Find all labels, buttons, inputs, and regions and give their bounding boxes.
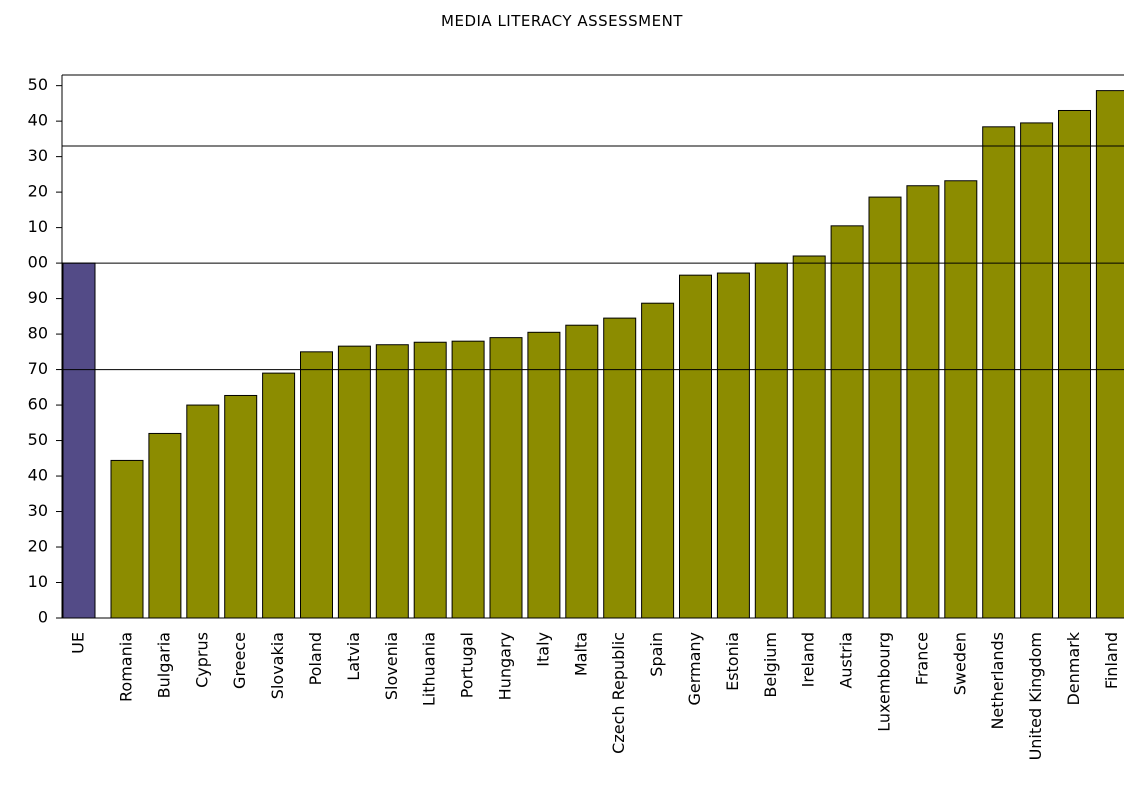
- x-tick-label: Belgium: [761, 632, 780, 698]
- bar: [868, 196, 902, 619]
- x-tick-label: Estonia: [723, 632, 742, 691]
- x-tick-label: Slovakia: [268, 632, 287, 699]
- x-tick-label: Malta: [571, 632, 590, 676]
- y-tick-label: 90: [28, 288, 48, 307]
- bar: [451, 340, 485, 619]
- x-tick-label: Italy: [533, 632, 552, 667]
- x-tick-label: Luxembourg: [875, 632, 894, 732]
- y-tick-label: 50: [28, 430, 48, 449]
- x-tick-label: United Kingdom: [1026, 632, 1045, 760]
- x-tick-label: Poland: [306, 632, 325, 685]
- bar: [679, 274, 712, 619]
- x-tick-label: Czech Republic: [609, 632, 628, 754]
- y-tick-label: 10: [28, 217, 48, 236]
- y-tick-label: 0: [38, 608, 48, 627]
- bar: [300, 351, 333, 619]
- x-tick-label: Sweden: [950, 632, 969, 695]
- bar: [982, 126, 1016, 619]
- bar: [262, 372, 296, 619]
- bar: [792, 255, 826, 619]
- bar: [754, 262, 788, 619]
- bar: [224, 394, 258, 619]
- x-tick-label: Germany: [685, 632, 704, 706]
- bar: [716, 272, 750, 619]
- x-tick-label: Cyprus: [192, 632, 211, 688]
- x-tick-label: Austria: [837, 632, 856, 689]
- y-tick-label: 10: [28, 572, 48, 591]
- x-tick-label: Finland: [1102, 632, 1121, 689]
- chart-title: MEDIA LITERACY ASSESSMENT: [441, 12, 683, 30]
- y-tick-label: 60: [28, 395, 48, 414]
- y-tick-label: 00: [28, 253, 48, 272]
- bar: [1095, 90, 1124, 619]
- y-tick-label: 30: [28, 501, 48, 520]
- bar: [62, 262, 96, 619]
- bar: [641, 302, 675, 619]
- bar: [906, 185, 940, 619]
- bar: [603, 317, 637, 619]
- bar: [489, 337, 523, 619]
- x-tick-label: Slovenia: [382, 632, 401, 700]
- x-tick-label: Denmark: [1064, 631, 1083, 705]
- x-tick-label: Romania: [117, 632, 136, 702]
- y-tick-label: 80: [28, 324, 48, 343]
- x-tick-label: Ireland: [799, 632, 818, 687]
- x-tick-label: Portugal: [458, 632, 477, 698]
- bar: [413, 341, 447, 619]
- bar: [375, 344, 409, 619]
- x-tick-label: Greece: [230, 632, 249, 689]
- x-tick-label: Spain: [647, 632, 666, 677]
- x-tick-label: Lithuania: [420, 632, 439, 706]
- x-tick-label: France: [912, 632, 931, 685]
- y-tick-label: 40: [28, 466, 48, 485]
- y-tick-label: 20: [28, 182, 48, 201]
- x-tick-label: Bulgaria: [154, 632, 173, 698]
- bar: [110, 459, 144, 619]
- y-tick-label: 40: [28, 111, 48, 130]
- bar: [1058, 109, 1091, 619]
- bar: [148, 432, 182, 619]
- bar: [830, 225, 864, 619]
- bar: [337, 345, 371, 619]
- y-tick-label: 50: [28, 75, 48, 94]
- x-tick-label: Latvia: [344, 632, 363, 681]
- bar: [527, 331, 561, 619]
- y-tick-label: 20: [28, 537, 48, 556]
- x-tick-label: UE: [69, 632, 88, 654]
- bar: [1020, 122, 1054, 619]
- y-tick-label: 70: [28, 359, 48, 378]
- bar: [186, 404, 220, 619]
- x-tick-label: Netherlands: [988, 632, 1007, 730]
- x-tick-label: Hungary: [496, 632, 515, 700]
- y-tick-label: 30: [28, 146, 48, 165]
- bar: [944, 180, 978, 619]
